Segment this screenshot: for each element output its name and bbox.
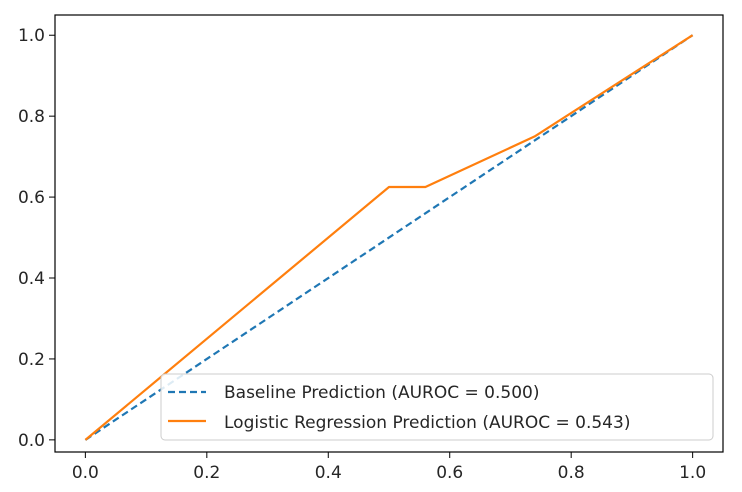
y-tick-label: 0.0 xyxy=(18,431,45,451)
x-tick-label: 1.0 xyxy=(679,463,706,483)
series-line-logistic xyxy=(84,34,694,441)
legend-label-baseline: Baseline Prediction (AUROC = 0.500) xyxy=(224,383,539,403)
legend: Baseline Prediction (AUROC = 0.500) Logi… xyxy=(160,373,714,441)
legend-label-logistic: Logistic Regression Prediction (AUROC = … xyxy=(224,413,630,433)
x-tick-label: 0.4 xyxy=(315,463,342,483)
legend-box xyxy=(160,373,714,441)
y-tick-label: 0.4 xyxy=(18,269,45,289)
x-tick-label: 0.2 xyxy=(193,463,220,483)
x-tick-label: 0.6 xyxy=(436,463,463,483)
y-tick-label: 0.2 xyxy=(18,350,45,370)
y-tick-label: 1.0 xyxy=(18,26,45,46)
x-tick-label: 0.8 xyxy=(558,463,585,483)
y-axis-ticks: 0.0 0.2 0.4 0.6 0.8 1.0 xyxy=(18,26,55,451)
series-layer xyxy=(84,34,694,441)
series-line-baseline xyxy=(84,34,694,441)
x-axis-ticks: 0.0 0.2 0.4 0.6 0.8 1.0 xyxy=(72,452,706,483)
y-tick-label: 0.6 xyxy=(18,188,45,208)
x-tick-label: 0.0 xyxy=(72,463,99,483)
plot-frame xyxy=(54,14,724,453)
y-tick-label: 0.8 xyxy=(18,107,45,127)
